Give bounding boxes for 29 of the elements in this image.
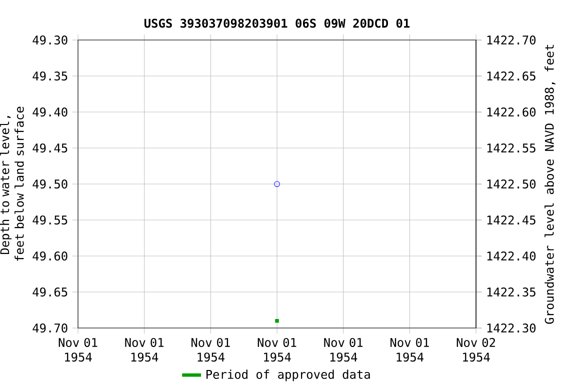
- y2-tick-label: 1422.60: [487, 108, 536, 117]
- chart-title: USGS 393037098203901 06S 09W 20DCD 01: [144, 18, 410, 28]
- y-tick-label: 49.40: [32, 108, 68, 117]
- y-tick-label: 49.70: [32, 324, 68, 333]
- x-tick-label: Nov 01 1954: [258, 338, 296, 362]
- y2-tick-label: 1422.50: [487, 180, 536, 189]
- y-tick-label: 49.55: [32, 216, 68, 225]
- y-tick-label: 49.65: [32, 288, 68, 297]
- y2-tick-label: 1422.40: [487, 252, 536, 261]
- y2-tick-label: 1422.70: [487, 36, 536, 45]
- y-tick-label: 49.50: [32, 180, 68, 189]
- x-tick-label: Nov 01 1954: [125, 338, 164, 362]
- y-tick-label: 49.45: [32, 144, 68, 153]
- x-tick-label: Nov 01 1954: [390, 338, 429, 362]
- y-tick-label: 49.35: [32, 72, 68, 81]
- y-tick-label: 49.60: [32, 252, 68, 261]
- y2-axis-title: Groundwater level above NAVD 1988, feet: [544, 44, 556, 324]
- y2-tick-label: 1422.35: [487, 288, 536, 297]
- legend-label: Period of approved data: [206, 370, 370, 382]
- y-axis-title: Depth to water level, feet below land surface: [0, 106, 24, 261]
- x-tick-label: Nov 02 1954: [456, 338, 495, 362]
- y-tick-label: 49.30: [32, 36, 68, 45]
- y2-tick-label: 1422.65: [487, 72, 536, 81]
- x-tick-label: Nov 01 1954: [58, 338, 98, 362]
- y2-tick-label: 1422.30: [487, 324, 536, 333]
- x-tick-label: Nov 01 1954: [324, 338, 363, 362]
- y2-tick-label: 1422.55: [487, 144, 536, 153]
- y2-tick-label: 1422.45: [487, 216, 536, 225]
- x-tick-label: Nov 01 1954: [192, 338, 230, 362]
